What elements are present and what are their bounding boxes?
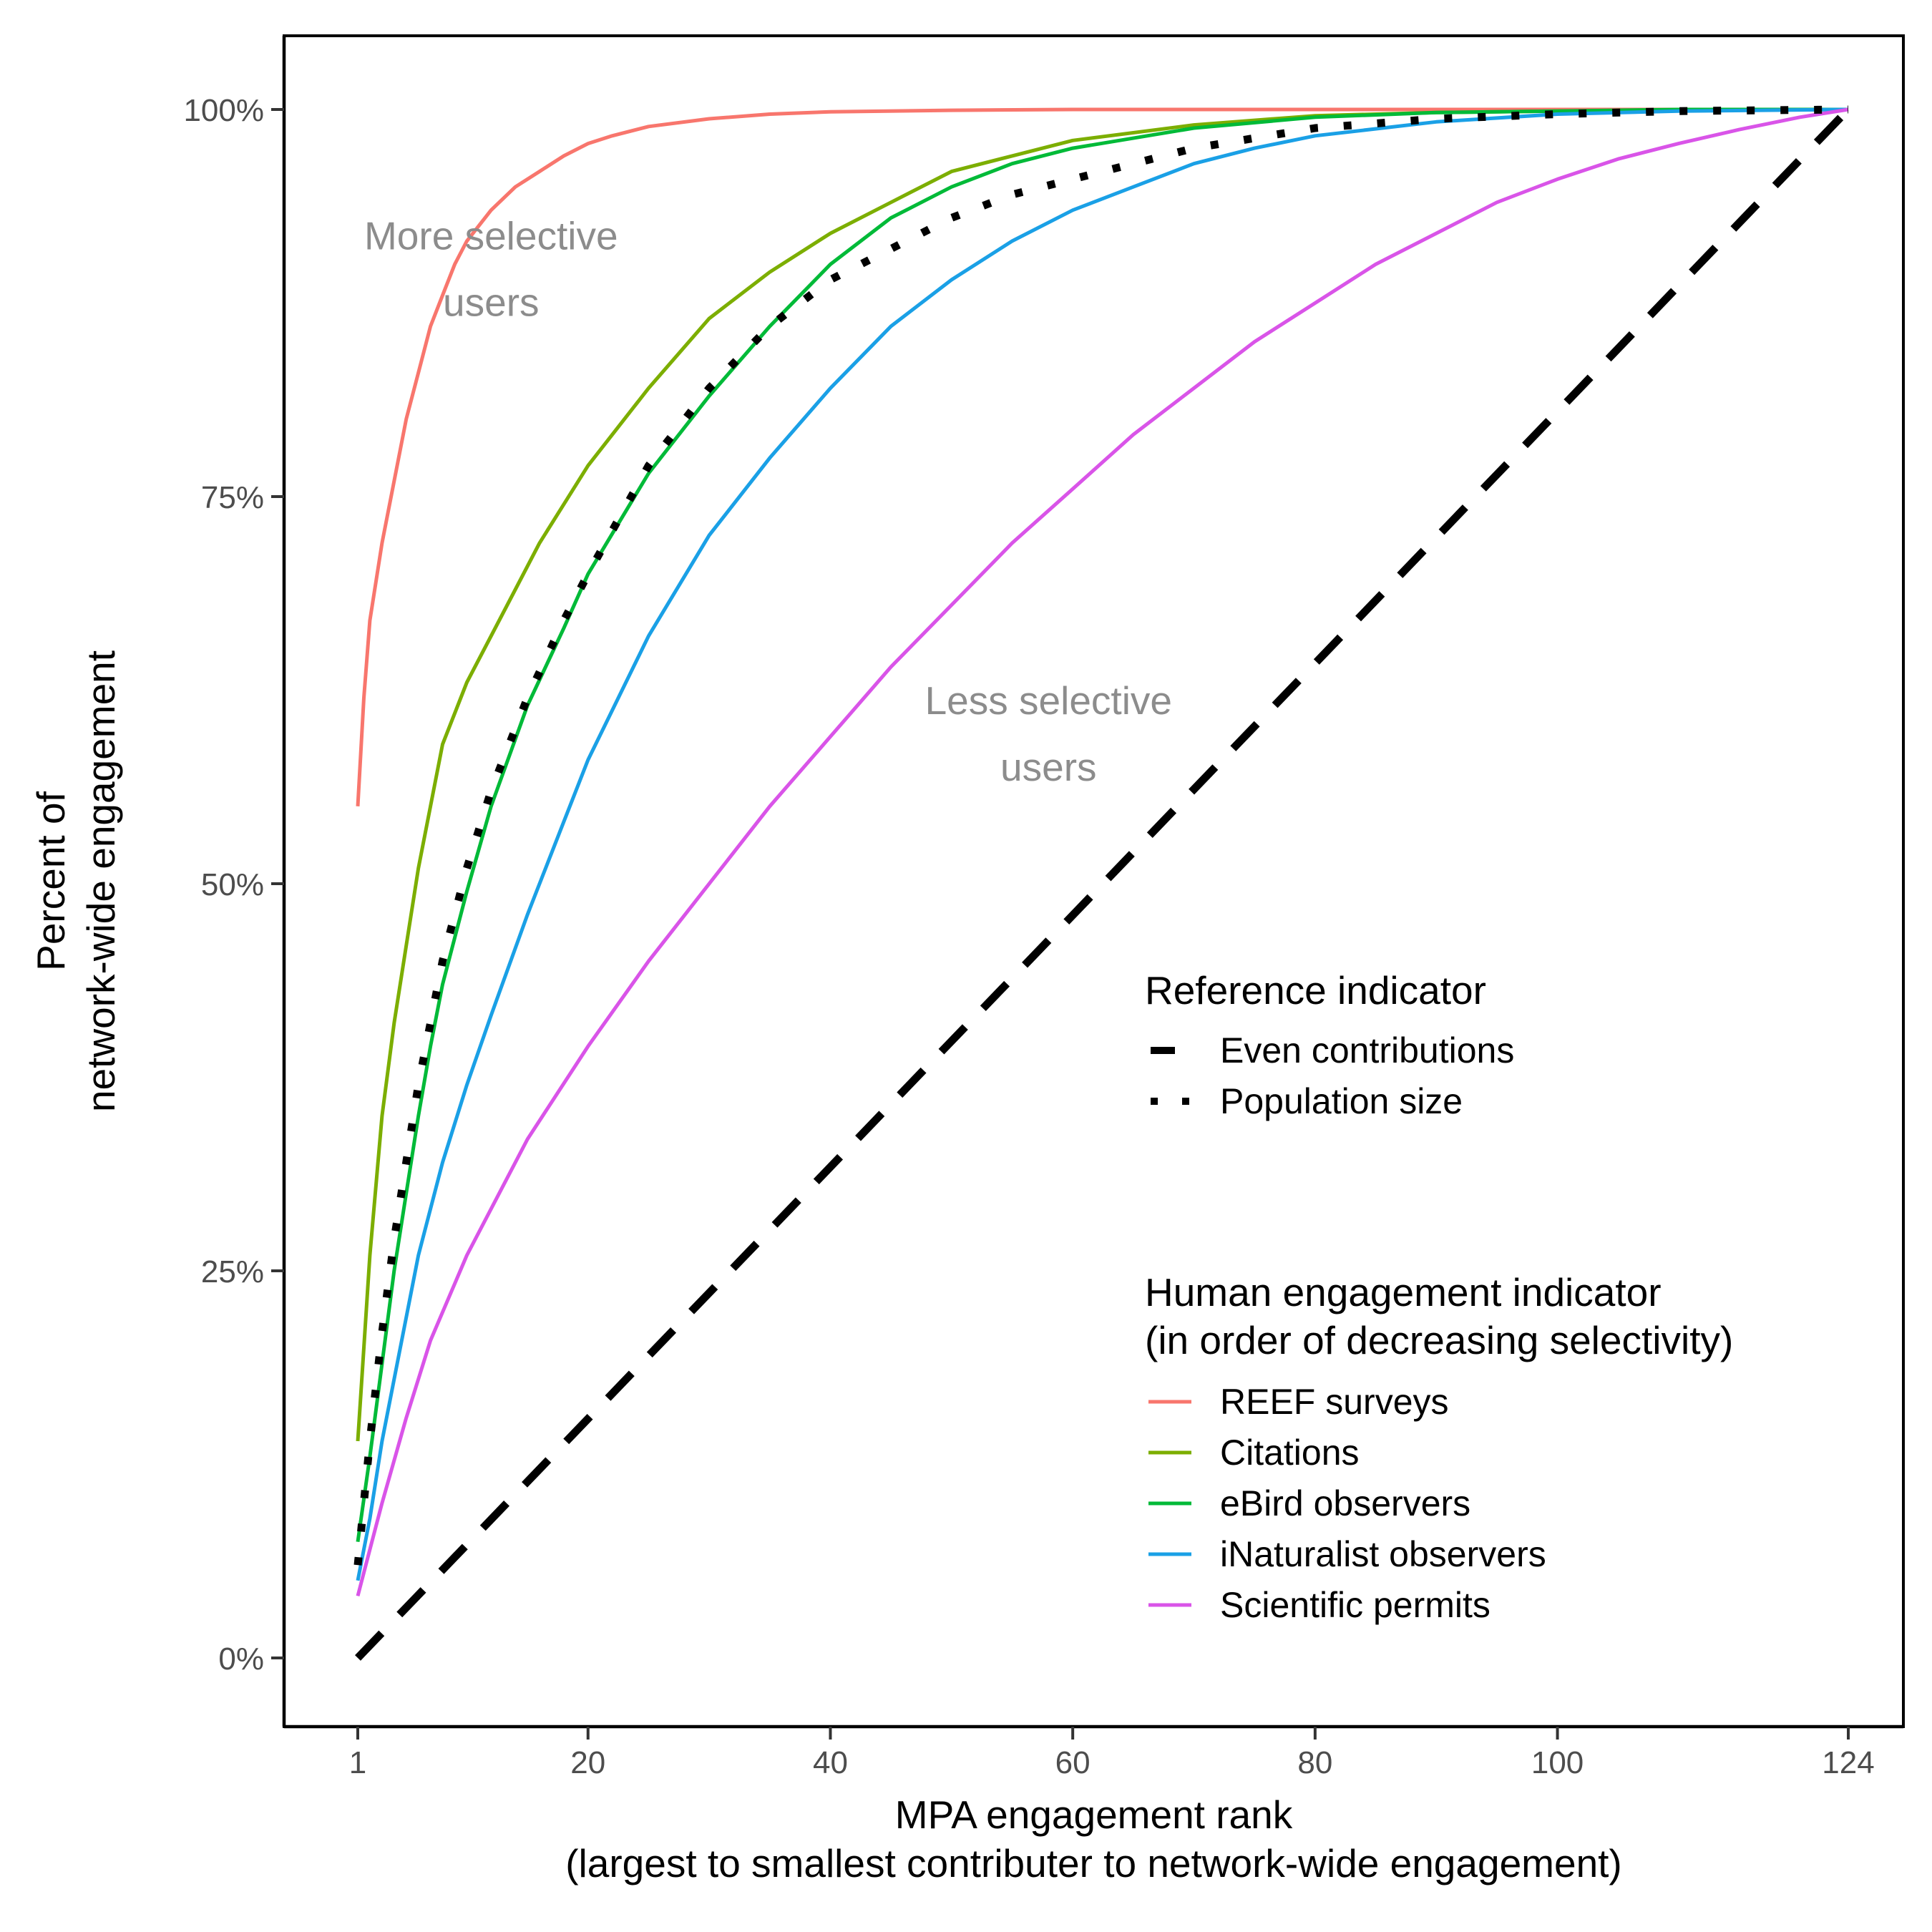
y-axis-title: Percent of network-wide engagement	[29, 650, 123, 1112]
annotation-more-selective: More selective users	[364, 214, 618, 325]
legend-label-reef-surveys: REEF surveys	[1220, 1382, 1449, 1422]
series-line-population-size	[353, 105, 1849, 1566]
series-layer	[353, 105, 1851, 1661]
y-tick-label: 0%	[218, 1641, 264, 1677]
axis-titles: MPA engagement rank (largest to smallest …	[29, 650, 1622, 1885]
x-tick-label: 1	[349, 1745, 366, 1780]
x-tick-label: 124	[1822, 1745, 1874, 1780]
legend-label-population-size: Population size	[1220, 1081, 1463, 1121]
x-tick-label: 60	[1055, 1745, 1091, 1780]
x-tick-label: 20	[570, 1745, 605, 1780]
y-tick-label: 100%	[183, 93, 264, 128]
legend-human-engagement-indicator: Human engagement indicator (in order of d…	[1145, 1270, 1733, 1625]
x-axis-title: MPA engagement rank (largest to smallest …	[565, 1792, 1622, 1885]
legend-reference-indicator: Reference indicator Even contributions Pop…	[1145, 968, 1514, 1121]
legend-title: Human engagement indicator (in order of d…	[1145, 1270, 1733, 1362]
y-tick-label: 75%	[201, 480, 264, 515]
legend-title: Reference indicator	[1145, 968, 1486, 1013]
annotation-less-selective: Less selective users	[925, 678, 1172, 789]
y-tick-label: 50%	[201, 867, 264, 902]
annotation-layer: More selective users Less selective users	[364, 214, 1172, 789]
x-tick-label: 80	[1297, 1745, 1332, 1780]
x-axis: 1 20 40 60 80 100 124	[349, 1727, 1875, 1780]
series-line-scientific-permits	[356, 107, 1849, 1597]
plot-panel	[284, 36, 1903, 1727]
x-tick-label: 40	[813, 1745, 848, 1780]
legend-label-inaturalist-observers: iNaturalist observers	[1220, 1534, 1546, 1574]
legend-label-even-contributions: Even contributions	[1220, 1030, 1514, 1070]
x-tick-label: 100	[1531, 1745, 1584, 1780]
legend-label-ebird-observers: eBird observers	[1220, 1483, 1470, 1523]
legend-label-scientific-permits: Scientific permits	[1220, 1585, 1491, 1625]
legend-layer: Reference indicator Even contributions Pop…	[1145, 968, 1733, 1625]
series-line-reef-surveys	[356, 107, 1848, 806]
series-line-inaturalist-observers	[356, 107, 1849, 1581]
y-tick-label: 25%	[201, 1254, 264, 1289]
legend-label-citations: Citations	[1220, 1433, 1360, 1473]
series-line-citations	[356, 107, 1849, 1442]
y-axis: 0% 25% 50% 75% 100%	[183, 93, 284, 1677]
series-line-ebird-observers	[356, 107, 1848, 1543]
